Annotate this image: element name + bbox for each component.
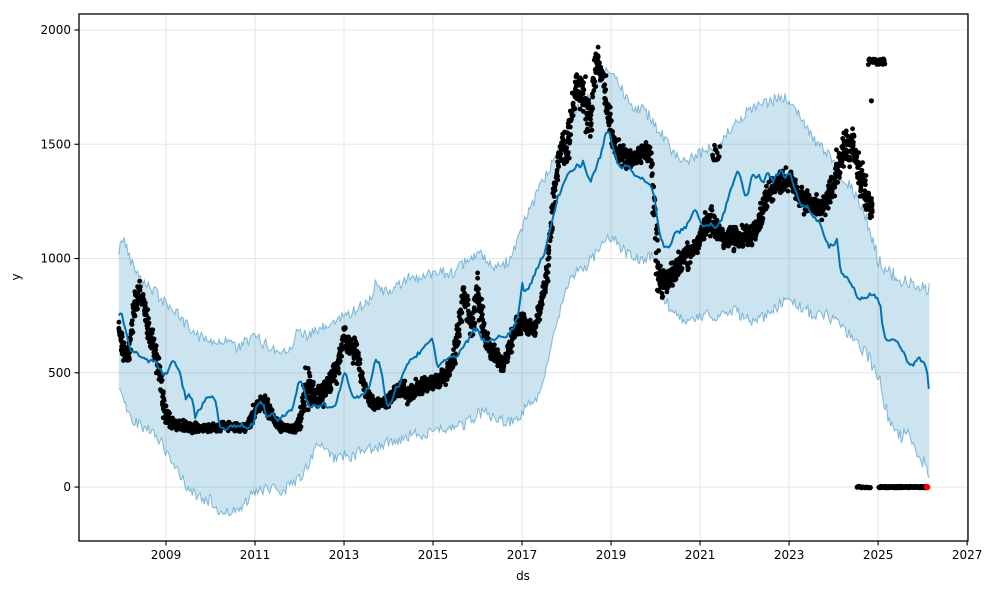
band-lower-edge xyxy=(118,233,930,517)
forecast-line xyxy=(118,131,930,431)
x-tick-label: 2021 xyxy=(685,548,716,562)
axis-ticks: 2009 2011 2013 2015 2017 2019 2021 2023 2025 2027… xyxy=(40,23,982,562)
observed-points xyxy=(116,44,929,491)
y-tick-label: 1000 xyxy=(40,252,71,266)
x-tick-label: 2013 xyxy=(329,548,360,562)
grid xyxy=(79,14,968,541)
x-tick-label: 2025 xyxy=(863,548,894,562)
x-tick-label: 2017 xyxy=(507,548,538,562)
y-axis-label: y xyxy=(9,273,23,281)
x-tick-label: 2011 xyxy=(240,548,271,562)
y-tick-label: 500 xyxy=(48,366,71,380)
x-tick-label: 2027 xyxy=(952,548,983,562)
x-tick-label: 2023 xyxy=(774,548,805,562)
band-upper-edge xyxy=(118,66,930,356)
x-axis-label: ds xyxy=(516,569,530,583)
x-tick-label: 2015 xyxy=(418,548,449,562)
y-tick-label: 2000 xyxy=(40,23,71,37)
y-tick-label: 0 xyxy=(63,480,71,494)
x-tick-label: 2019 xyxy=(596,548,627,562)
last-point-marker xyxy=(923,483,931,491)
plot-border xyxy=(78,13,969,542)
y-tick-label: 1500 xyxy=(40,137,71,151)
x-tick-label: 2009 xyxy=(151,548,182,562)
